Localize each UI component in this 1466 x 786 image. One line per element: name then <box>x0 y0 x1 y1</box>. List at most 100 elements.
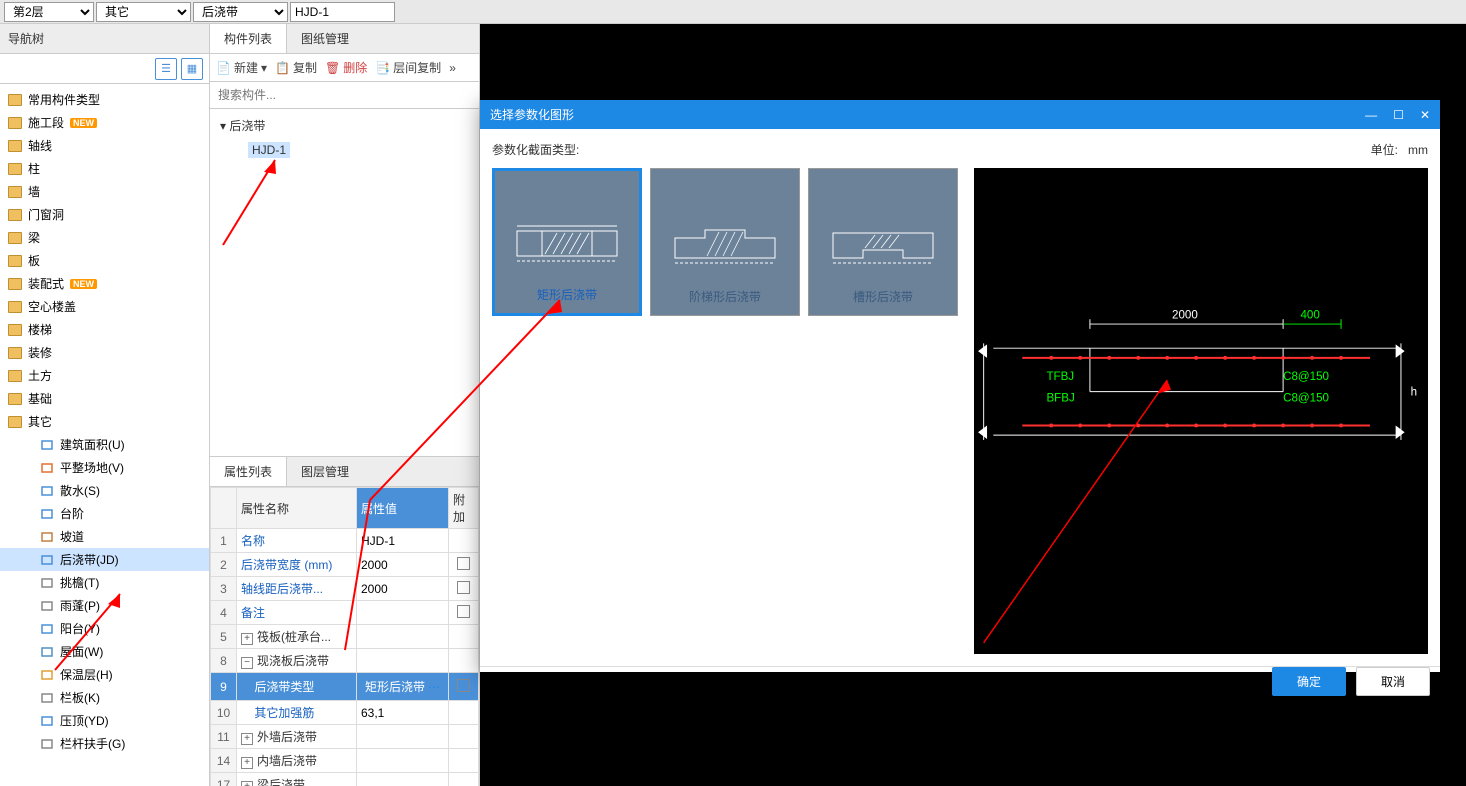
complist-toolbar: 📄 新建 ▾ 📋 复制 🗑 删除 📑 层间复制 » <box>210 54 479 82</box>
component-icon <box>40 553 54 567</box>
table-row[interactable]: 10 其它加强筋63,1 <box>211 701 479 725</box>
table-row[interactable]: 5+筏板(桩承台... <box>211 625 479 649</box>
folder-icon <box>8 255 22 267</box>
tree-sub-item[interactable]: 压顶(YD) <box>0 709 209 732</box>
shape-thumb <box>507 206 627 276</box>
component-icon <box>40 484 54 498</box>
table-row[interactable]: 1名称HJD-1 <box>211 529 479 553</box>
tab-layers[interactable]: 图层管理 <box>287 457 363 486</box>
tree-item[interactable]: 梁 <box>0 226 209 249</box>
tree-item[interactable]: 板 <box>0 249 209 272</box>
tree-sub-item[interactable]: 坡道 <box>0 525 209 548</box>
floor-select[interactable]: 第2层 <box>4 2 94 22</box>
category-select[interactable]: 其它 <box>96 2 191 22</box>
nav-tree: 常用构件类型施工段NEW轴线柱墙门窗洞梁板装配式NEW空心楼盖楼梯装修土方基础其… <box>0 84 209 786</box>
minimize-icon[interactable]: — <box>1365 108 1377 122</box>
complist-tabs: 构件列表 图纸管理 <box>210 24 479 54</box>
search-input[interactable] <box>210 82 479 108</box>
maximize-icon[interactable]: ☐ <box>1393 108 1404 122</box>
tab-component-list[interactable]: 构件列表 <box>210 24 287 53</box>
tree-sub-item[interactable]: 阳台(Y) <box>0 617 209 640</box>
tree-sub-item[interactable]: 栏板(K) <box>0 686 209 709</box>
table-row[interactable]: 11+外墙后浇带 <box>211 725 479 749</box>
tree-sub-item[interactable]: 台阶 <box>0 502 209 525</box>
checkbox[interactable] <box>457 605 470 618</box>
tree-sub-item[interactable]: 散水(S) <box>0 479 209 502</box>
component-icon <box>40 530 54 544</box>
tree-item[interactable]: 门窗洞 <box>0 203 209 226</box>
shape-preview: 2000 400 <box>974 168 1428 654</box>
tree-item[interactable]: 装修 <box>0 341 209 364</box>
tree-item[interactable]: 施工段NEW <box>0 111 209 134</box>
more-icon[interactable]: » <box>449 61 456 75</box>
intercopy-button[interactable]: 📑 层间复制 <box>375 59 441 76</box>
tree-item[interactable]: 楼梯 <box>0 318 209 341</box>
nav-view-list-icon[interactable]: ☰ <box>155 58 177 80</box>
property-panel: 属性列表 图层管理 属性名称 属性值 附加 1名称HJD-12后浇带宽度 (mm… <box>210 456 479 786</box>
folder-icon <box>8 163 22 175</box>
tree-item[interactable]: 常用构件类型 <box>0 88 209 111</box>
component-select[interactable]: 后浇带 <box>193 2 288 22</box>
tree-sub-item[interactable]: 建筑面积(U) <box>0 433 209 456</box>
table-row[interactable]: 17+梁后浇带 <box>211 773 479 786</box>
tree-item[interactable]: 柱 <box>0 157 209 180</box>
checkbox[interactable] <box>457 557 470 570</box>
component-icon <box>40 691 54 705</box>
tree-item[interactable]: 其它 <box>0 410 209 433</box>
folder-icon <box>8 94 22 106</box>
table-row[interactable]: 8−现浇板后浇带 <box>211 649 479 673</box>
new-badge: NEW <box>70 118 97 128</box>
folder-icon <box>8 117 22 129</box>
checkbox[interactable] <box>457 581 470 594</box>
tree-item[interactable]: 装配式NEW <box>0 272 209 295</box>
new-badge: NEW <box>70 279 97 289</box>
table-row[interactable]: 9 后浇带类型矩形后浇带⋯ <box>211 673 479 701</box>
svg-text:C8@150: C8@150 <box>1283 392 1329 404</box>
tree-sub-item[interactable]: 平整场地(V) <box>0 456 209 479</box>
shape-card[interactable]: 阶梯形后浇带 <box>650 168 800 316</box>
delete-button[interactable]: 🗑 删除 <box>325 59 367 76</box>
copy-button[interactable]: 📋 复制 <box>275 59 317 76</box>
table-row[interactable]: 14+内墙后浇带 <box>211 749 479 773</box>
tree-parent[interactable]: ▾ 后浇带 <box>220 115 469 136</box>
tree-item[interactable]: 基础 <box>0 387 209 410</box>
tree-sub-item[interactable]: 后浇带(JD) <box>0 548 209 571</box>
table-row[interactable]: 3轴线距后浇带...2000 <box>211 577 479 601</box>
component-icon <box>40 737 54 751</box>
shape-card[interactable]: 矩形后浇带 <box>492 168 642 316</box>
nav-view-grid-icon[interactable]: ▦ <box>181 58 203 80</box>
instance-input[interactable] <box>290 2 395 22</box>
folder-icon <box>8 370 22 382</box>
col-name: 属性名称 <box>237 488 357 529</box>
table-row[interactable]: 2后浇带宽度 (mm)2000 <box>211 553 479 577</box>
new-button[interactable]: 📄 新建 ▾ <box>216 59 267 76</box>
tree-item[interactable]: 空心楼盖 <box>0 295 209 318</box>
ok-button[interactable]: 确定 <box>1272 667 1346 696</box>
svg-text:2000: 2000 <box>1172 309 1198 321</box>
tree-sub-item[interactable]: 挑檐(T) <box>0 571 209 594</box>
tree-item[interactable]: 墙 <box>0 180 209 203</box>
component-icon <box>40 438 54 452</box>
checkbox[interactable] <box>457 679 470 692</box>
table-row[interactable]: 4备注 <box>211 601 479 625</box>
shape-list: 矩形后浇带阶梯形后浇带槽形后浇带 <box>492 168 964 654</box>
tree-item[interactable]: 土方 <box>0 364 209 387</box>
tree-sub-item[interactable]: 栏杆扶手(G) <box>0 732 209 755</box>
tree-child[interactable]: HJD-1 <box>220 140 469 160</box>
tree-sub-item[interactable]: 屋面(W) <box>0 640 209 663</box>
cancel-button[interactable]: 取消 <box>1356 667 1430 696</box>
tree-sub-item[interactable]: 保温层(H) <box>0 663 209 686</box>
folder-icon <box>8 209 22 221</box>
dialog-title: 选择参数化图形 <box>490 106 574 123</box>
tab-properties[interactable]: 属性列表 <box>210 457 287 486</box>
param-shape-dialog: 选择参数化图形 — ☐ ✕ 参数化截面类型: 单位: mm 矩形后浇带阶梯形后浇… <box>480 100 1440 672</box>
dialog-titlebar: 选择参数化图形 — ☐ ✕ <box>480 100 1440 129</box>
tab-drawing-mgmt[interactable]: 图纸管理 <box>287 24 363 53</box>
tree-sub-item[interactable]: 雨蓬(P) <box>0 594 209 617</box>
shape-card[interactable]: 槽形后浇带 <box>808 168 958 316</box>
shape-thumb <box>665 208 785 278</box>
close-icon[interactable]: ✕ <box>1420 108 1430 122</box>
tree-item[interactable]: 轴线 <box>0 134 209 157</box>
component-icon <box>40 622 54 636</box>
nav-toolbar: ☰ ▦ <box>0 54 209 84</box>
